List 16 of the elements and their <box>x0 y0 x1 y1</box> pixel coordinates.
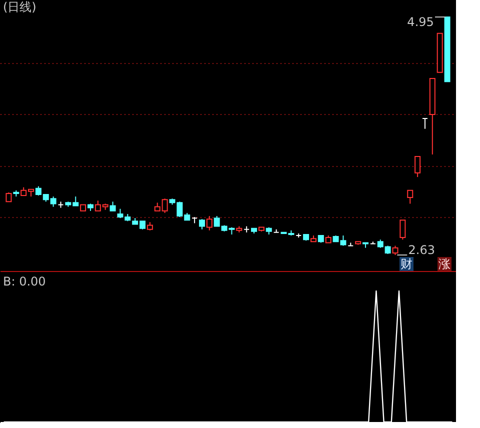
candlestick <box>422 118 428 130</box>
chart-title: (日线) <box>3 0 36 14</box>
candlestick <box>414 156 421 178</box>
chart-title: B: 0.00 <box>3 274 46 288</box>
annotation: 4.95 <box>407 15 434 29</box>
candlestick <box>348 242 354 246</box>
candlestick <box>407 190 414 204</box>
candlestick <box>392 245 398 256</box>
candlestick <box>198 218 205 230</box>
candlestick <box>6 192 12 202</box>
text: 涨 <box>438 257 450 271</box>
candlestick <box>110 201 116 212</box>
text: 财 <box>400 257 412 271</box>
annotation: 2.63 <box>408 243 435 257</box>
candlestick <box>400 220 406 240</box>
candlestick <box>206 216 212 231</box>
